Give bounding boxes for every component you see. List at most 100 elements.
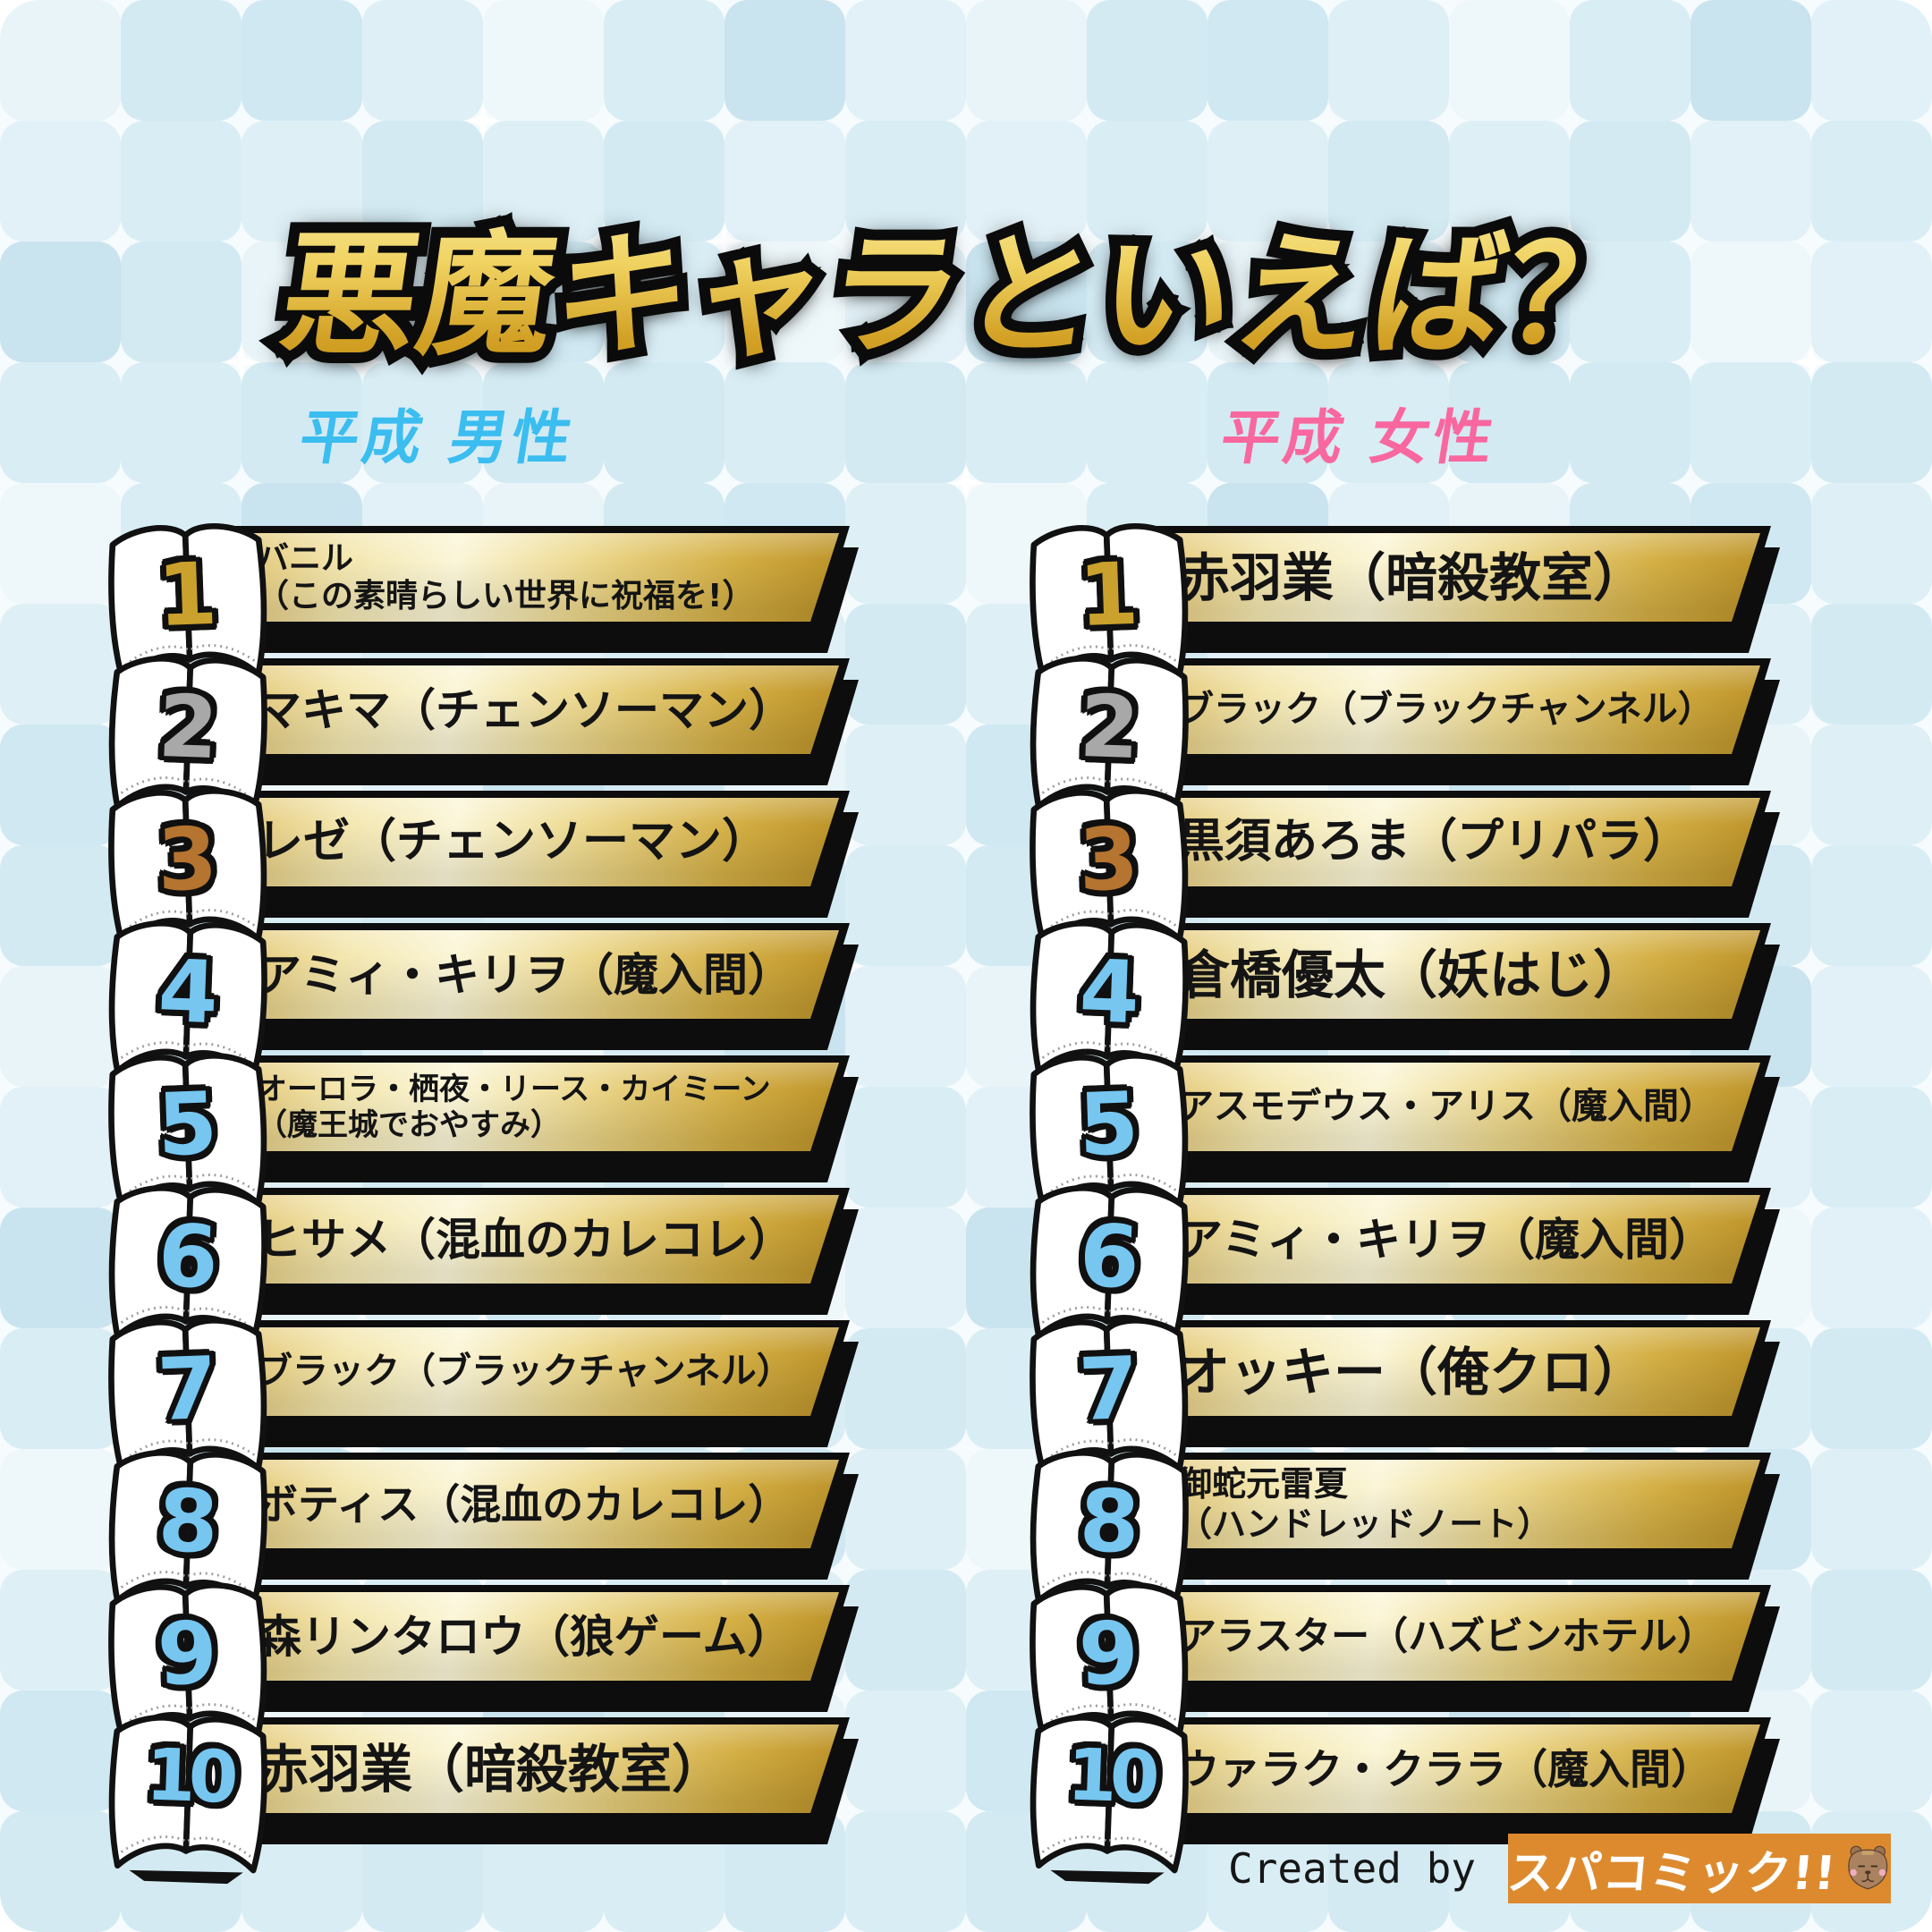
rank-entry-line: （魔王城でおやすみ） xyxy=(257,1107,561,1143)
rank-entry-name: ブラック（ブラックチャンネル） xyxy=(1178,658,1829,762)
rank-banner xyxy=(210,1453,850,1556)
bg-tile xyxy=(1811,1449,1932,1570)
bg-tile xyxy=(1811,483,1932,604)
bg-tile xyxy=(0,121,121,242)
rank-entry-name: オーロラ・栖夜・リース・カイミーン （魔王城でおやすみ） xyxy=(257,1055,908,1159)
ranking-row: 御蛇元雷夏 （ハンドレッドノート） 8 xyxy=(1024,1450,1883,1620)
rank-banner-gold xyxy=(219,1724,839,1813)
bg-tile xyxy=(1811,604,1932,724)
rank-number: 8 xyxy=(1078,1470,1141,1573)
ranking-row: バニル （この素晴らしい世界に祝福を!） 1 xyxy=(103,523,962,693)
rank-book-icon: 4 xyxy=(99,908,275,1100)
bg-tile xyxy=(0,1690,121,1811)
rank-entry-line: 黒須あろま（プリパラ） xyxy=(1178,815,1690,869)
bg-tile xyxy=(0,845,121,966)
rank-book-icon: 2 xyxy=(1021,643,1197,835)
rank-banner xyxy=(210,658,850,762)
bg-tile xyxy=(0,1328,121,1449)
bg-tile xyxy=(604,121,724,242)
page-title: 悪魔キャラといえば？ 悪魔キャラといえば？ xyxy=(0,187,1932,385)
bg-tile xyxy=(724,242,845,362)
bg-tile xyxy=(362,0,483,121)
rank-banner xyxy=(210,1320,850,1424)
rank-entry-line: バニル xyxy=(257,539,354,577)
rank-banner xyxy=(1131,791,1771,894)
rank-banner-gold xyxy=(1140,1063,1760,1151)
rank-number: 7 xyxy=(1077,1337,1140,1441)
bg-tile xyxy=(0,1449,121,1570)
rank-number: 3 xyxy=(1077,808,1140,911)
rank-entry-line: 御蛇元雷夏 xyxy=(1178,1464,1349,1504)
ranking-row: 倉橋優太（妖はじ） 4 xyxy=(1024,920,1883,1090)
rank-number: 10 xyxy=(144,1733,233,1819)
rank-book-icon: 10 xyxy=(1021,1702,1197,1894)
bg-tile xyxy=(483,242,604,362)
bg-tile xyxy=(1811,966,1932,1087)
rank-banner-gold xyxy=(1140,1592,1760,1681)
bg-tile xyxy=(1811,1570,1932,1690)
rank-banner xyxy=(210,1188,850,1292)
rank-entry-line: マキマ（チェンソーマン） xyxy=(257,683,793,736)
ranking-row: 黒須あろま（プリパラ） 3 xyxy=(1024,788,1883,958)
bg-tile xyxy=(1087,0,1208,121)
bg-tile xyxy=(1449,0,1570,121)
bg-tile xyxy=(1087,362,1208,483)
rank-banner-gold xyxy=(1140,665,1760,754)
bg-tile xyxy=(845,1087,966,1208)
rank-entry-line: オッキー（俺クロ） xyxy=(1178,1341,1646,1402)
rank-banner xyxy=(1131,1320,1771,1424)
bg-tile xyxy=(1328,242,1449,362)
bg-tile xyxy=(0,966,121,1087)
rank-banner-gold xyxy=(1140,1460,1760,1548)
rank-entry-name: 倉橋優太（妖はじ） xyxy=(1178,923,1829,1027)
rank-entry-name: ボティス（混血のカレコレ） xyxy=(257,1453,908,1556)
bg-tile xyxy=(724,362,845,483)
bg-tile xyxy=(1328,362,1449,483)
bg-tile xyxy=(1570,242,1690,362)
ranking-row: ブラック（ブラックチャンネル） 2 xyxy=(1024,656,1883,826)
rank-banner xyxy=(1131,1188,1771,1292)
rank-number: 9 xyxy=(1077,1602,1140,1706)
rank-banner-gold xyxy=(1140,533,1760,622)
rank-number: 1 xyxy=(156,543,219,647)
bg-tile xyxy=(1087,242,1208,362)
rank-entry-name: バニル （この素晴らしい世界に祝福を!） xyxy=(257,526,908,630)
bg-tile xyxy=(604,242,724,362)
rank-entry-name: アミィ・キリヲ（魔入間） xyxy=(257,923,908,1027)
rank-number: 8 xyxy=(157,1470,220,1573)
bg-tile xyxy=(1811,121,1932,242)
column-header-female: 平成 女性 xyxy=(1216,403,1502,472)
rank-entry-line: オーロラ・栖夜・リース・カイミーン xyxy=(257,1071,771,1107)
rank-entry-name: 赤羽業（暗殺教室） xyxy=(1178,526,1829,630)
rank-entry-name: オッキー（俺クロ） xyxy=(1178,1320,1829,1424)
rank-number: 4 xyxy=(157,940,220,1044)
column-header-male: 平成 男性 xyxy=(294,403,580,472)
bg-tile xyxy=(1570,121,1690,242)
rank-banner-gold xyxy=(1140,798,1760,886)
bg-tile xyxy=(966,0,1087,121)
bg-tile xyxy=(362,362,483,483)
rank-entry-line: ウァラク・クララ（魔入間） xyxy=(1178,1744,1713,1793)
bg-tile xyxy=(1811,1328,1932,1449)
ranking-row: アスモデウス・アリス（魔入間） 5 xyxy=(1024,1053,1883,1223)
rank-banner-gold xyxy=(219,533,839,622)
rank-banner-gold xyxy=(219,1195,839,1284)
bg-tile xyxy=(0,483,121,604)
rank-entry-name: アスモデウス・アリス（魔入間） xyxy=(1178,1055,1829,1159)
ranking-row: ブラック（ブラックチャンネル） 7 xyxy=(103,1318,962,1487)
rank-entry-name: ヒサメ（混血のカレコレ） xyxy=(257,1188,908,1292)
bg-tile xyxy=(845,1811,966,1932)
rank-banner xyxy=(1131,1055,1771,1159)
bg-tile xyxy=(1449,362,1570,483)
bg-tile xyxy=(604,0,724,121)
bg-tile xyxy=(121,0,242,121)
rank-entry-name: 森リンタロウ（狼ゲーム） xyxy=(257,1585,908,1689)
bg-tile xyxy=(845,1690,966,1811)
bg-tile xyxy=(0,0,121,121)
rank-entry-line: レゼ（チェンソーマン） xyxy=(257,815,769,869)
rank-number: 10 xyxy=(1065,1733,1155,1819)
rank-banner-gold xyxy=(219,1327,839,1416)
bg-tile xyxy=(121,121,242,242)
ranking-row: オッキー（俺クロ） 7 xyxy=(1024,1318,1883,1487)
rank-number: 2 xyxy=(1078,675,1141,779)
